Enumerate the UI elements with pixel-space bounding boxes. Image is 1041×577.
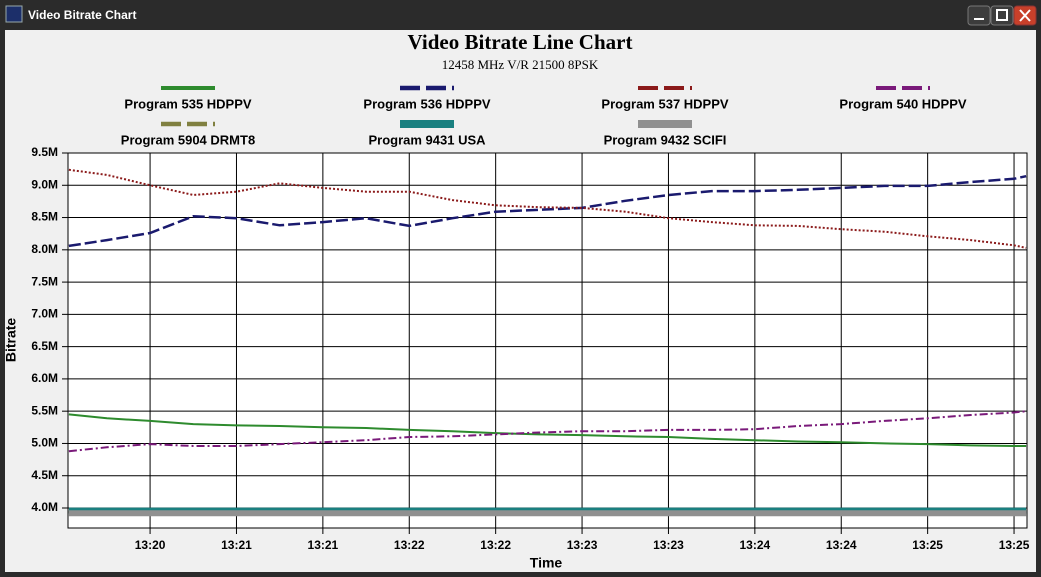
series-line [68,168,1027,249]
legend-label: Program 5904 DRMT8 [121,132,255,147]
legend-label: Program 540 HDPPV [839,96,966,111]
window-title: Video Bitrate Chart [28,8,136,22]
series-line [68,410,1027,453]
x-tick-label: 13:23 [653,538,684,552]
y-tick-label: 8.0M [31,242,58,256]
y-tick-label: 5.5M [31,403,58,417]
legend-label: Program 535 HDPPV [124,96,251,111]
x-tick-label: 13:20 [135,538,166,552]
x-tick-label: 13:25 [999,538,1030,552]
x-tick-label: 13:21 [308,538,339,552]
x-tick-label: 13:23 [567,538,598,552]
y-tick-label: 5.0M [31,436,58,450]
x-tick-label: 13:24 [739,538,770,552]
x-axis-label: Time [530,555,563,571]
series-line [68,174,1027,248]
y-tick-label: 9.5M [31,145,58,159]
y-tick-label: 9.0M [31,177,58,191]
app-icon [5,5,23,23]
y-tick-label: 8.5M [31,210,58,224]
chart-title: Video Bitrate Line Chart [408,30,633,54]
x-tick-label: 13:21 [221,538,252,552]
x-tick-label: 13:22 [480,538,511,552]
legend-label: Program 9432 SCIFI [604,132,727,147]
y-tick-label: 7.5M [31,274,58,288]
y-tick-label: 4.0M [31,500,58,514]
series-line [68,413,1027,447]
y-tick-label: 7.0M [31,307,58,321]
y-tick-label: 6.5M [31,339,58,353]
y-axis-label: Bitrate [3,318,19,363]
y-tick-label: 4.5M [31,468,58,482]
y-tick-label: 6.0M [31,371,58,385]
chart-subtitle: 12458 MHz V/R 21500 8PSK [442,57,599,72]
plot-area [67,152,1028,529]
legend-label: Program 9431 USA [368,132,486,147]
maximize-button[interactable] [990,5,1014,26]
x-tick-label: 13:22 [394,538,425,552]
x-tick-label: 13:25 [912,538,943,552]
minimize-button[interactable] [967,5,991,26]
legend-label: Program 537 HDPPV [601,96,728,111]
x-tick-label: 13:24 [826,538,857,552]
legend-label: Program 536 HDPPV [363,96,490,111]
